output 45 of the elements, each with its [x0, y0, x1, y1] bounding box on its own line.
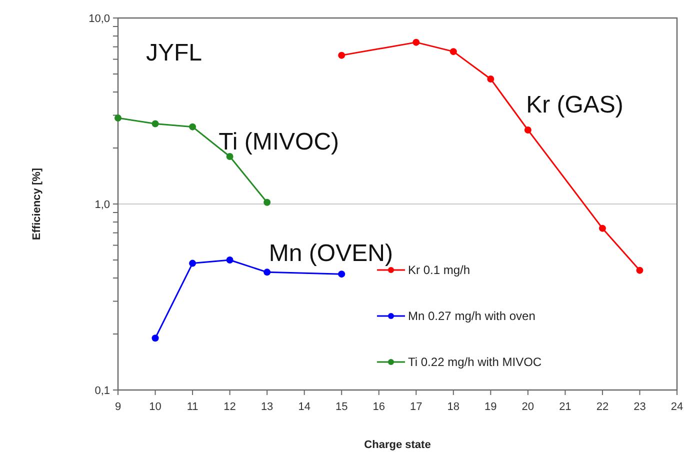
- point: [264, 198, 271, 206]
- annotation: JYFL: [146, 39, 202, 66]
- x-tick-label: 15: [335, 401, 348, 413]
- point: [226, 256, 234, 264]
- x-tick-label: 11: [186, 401, 198, 413]
- x-tick-label: 22: [596, 401, 609, 413]
- point: [524, 126, 532, 134]
- x-tick-label: 17: [410, 401, 422, 413]
- annotation: Kr (GAS): [526, 91, 624, 118]
- x-tick-label: 14: [298, 401, 310, 413]
- x-tick-label: 21: [559, 401, 572, 413]
- point: [152, 120, 159, 128]
- point: [152, 334, 159, 342]
- x-tick-label: 12: [224, 401, 236, 413]
- x-axis-title: Charge state: [364, 439, 431, 451]
- x-tick-label: 20: [522, 401, 534, 413]
- point: [487, 75, 494, 82]
- point: [264, 268, 271, 276]
- y-tick-label: 0,1: [94, 385, 110, 397]
- legend-label: Mn 0.27 mg/h with oven: [408, 309, 536, 323]
- point: [114, 114, 122, 122]
- x-tick-label: 16: [372, 401, 385, 413]
- x-tick-label: 10: [149, 401, 162, 413]
- legend-label: Ti 0.22 mg/h with MIVOC: [408, 355, 542, 369]
- x-tick-label: 13: [260, 401, 274, 413]
- x-tick-label: 23: [634, 401, 646, 413]
- y-tick-label: 10,0: [88, 13, 110, 25]
- legend-label: Kr 0.1 mg/h: [408, 263, 470, 277]
- annotation: Ti (MIVOC): [218, 128, 340, 156]
- x-tick-label: 18: [447, 401, 460, 413]
- point: [598, 224, 606, 232]
- x-tick-label: 9: [114, 401, 122, 413]
- annotation: Mn (OVEN): [268, 240, 393, 268]
- point: [636, 266, 644, 274]
- point: [189, 260, 196, 267]
- point: [338, 52, 346, 59]
- y-tick-label: 1,0: [94, 199, 110, 211]
- point: [226, 153, 234, 160]
- point: [189, 123, 196, 130]
- y-axis-title: Efficiency [%]: [31, 168, 43, 240]
- point: [412, 38, 420, 46]
- x-tick-label: 24: [670, 401, 684, 413]
- point: [338, 270, 346, 278]
- x-tick-label: 19: [484, 401, 497, 413]
- point: [450, 48, 457, 56]
